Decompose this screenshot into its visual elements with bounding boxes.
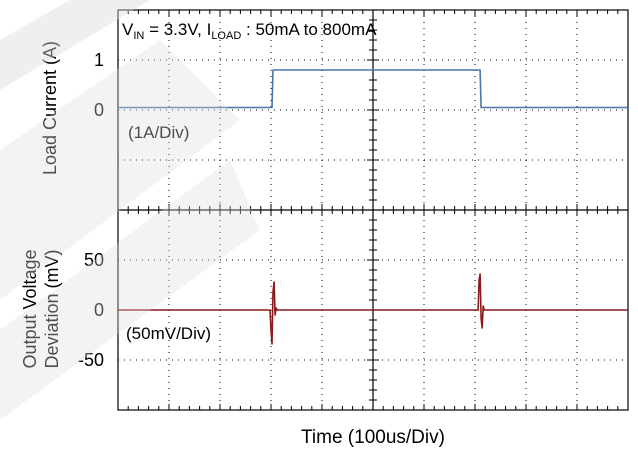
output-y-tick-label: 0 [94,300,104,320]
chart-title-v: V [122,20,134,39]
chart-title: VIN = 3.3V, ILOAD : 50mA to 800mA [122,20,377,42]
chart-series [118,69,628,345]
output-y-axis-label-line1: Output Voltage [20,249,40,368]
x-axis-label: Time (100us/Div) [301,427,445,448]
chart-title-v-value: = 3.3V, I [144,20,211,39]
load-scale-label: (1A/Div) [128,123,189,142]
load-y-tick-label: 1 [94,50,104,70]
chart-title-i-value: : 50mA to 800mA [241,20,377,39]
load-y-axis-label: Load Current (A) [40,41,60,175]
output-y-axis-label-line2: Deviation (mV) [42,249,62,368]
output-y-tick-label: -50 [78,350,104,370]
output-scale-label: (50mV/Div) [126,324,211,343]
chart-title-i-sub: LOAD [211,30,241,42]
load-y-tick-label: 0 [94,100,104,120]
y-tick-labels: 1 0 50 0 -50 [78,50,104,370]
chart-title-v-sub: IN [133,30,144,42]
output-trace [118,273,628,345]
output-y-tick-label: 50 [84,250,104,270]
load-trace [118,69,628,109]
